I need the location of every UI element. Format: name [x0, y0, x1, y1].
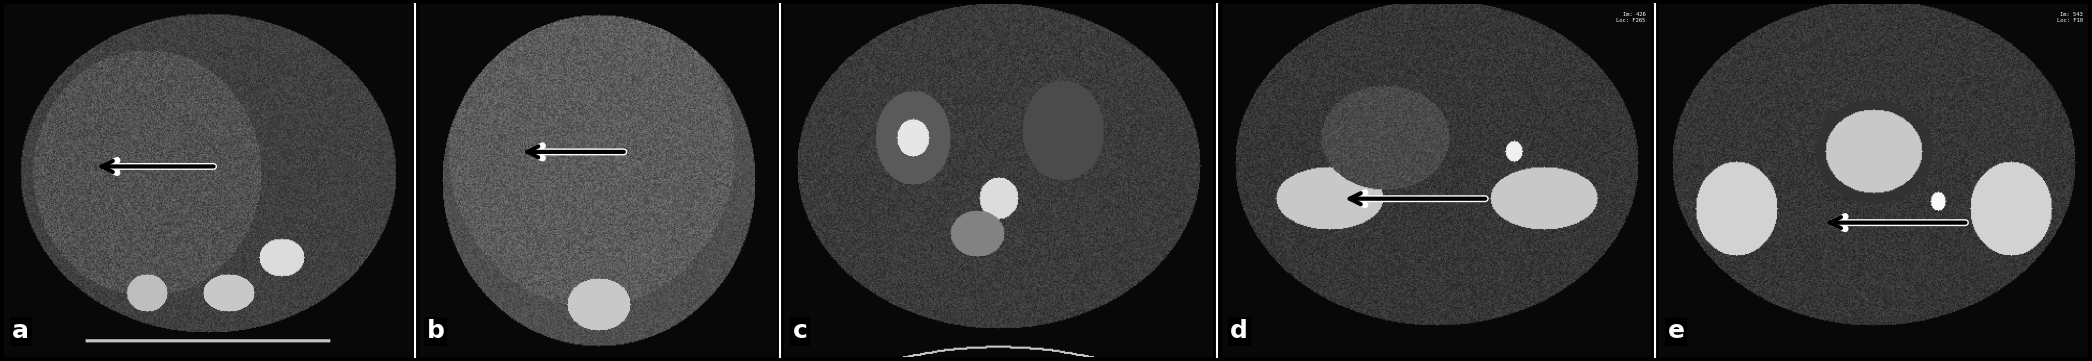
Text: d: d: [1230, 319, 1249, 343]
Text: c: c: [793, 319, 808, 343]
Text: b: b: [427, 319, 446, 343]
Text: e: e: [1667, 319, 1684, 343]
Text: a: a: [13, 319, 29, 343]
Text: Im: 543
Loc: F10: Im: 543 Loc: F10: [2056, 13, 2084, 23]
Text: Im: 426
Loc: F265: Im: 426 Loc: F265: [1617, 13, 1646, 23]
